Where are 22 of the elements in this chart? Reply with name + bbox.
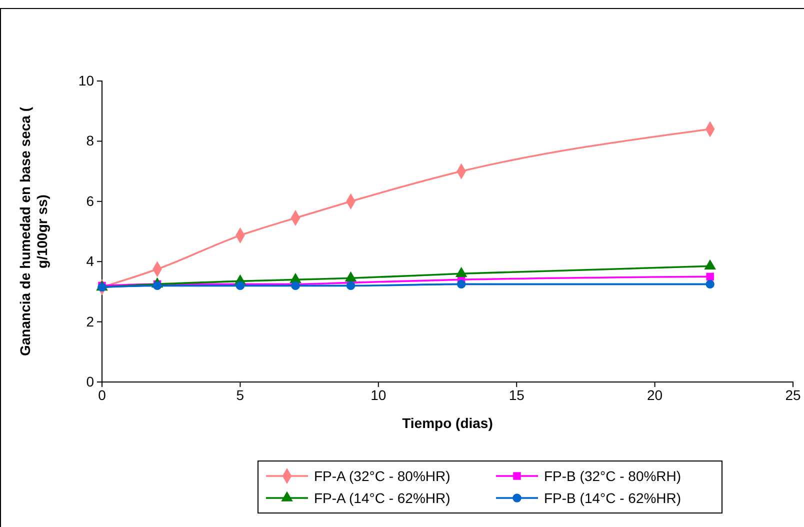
y-tick-label: 2	[86, 313, 94, 330]
point	[346, 281, 356, 290]
point	[706, 280, 714, 289]
point	[456, 280, 466, 289]
legend-label: FP-A (32°C - 80%HR)	[314, 468, 450, 484]
x-tick-label: 15	[508, 386, 525, 403]
y-tick-label: 4	[86, 253, 94, 270]
x-tick-label: 10	[370, 386, 386, 403]
legend-label: FP-B (32°C - 80%RH)	[544, 468, 682, 484]
x-axis-title: Tiempo (dias)	[402, 415, 493, 431]
legend-label: FP-B (14°C - 62%HR)	[544, 490, 682, 506]
point	[706, 272, 714, 281]
y-tick-label: 0	[86, 373, 94, 390]
y-tick-label: 10	[78, 72, 94, 88]
x-tick-label: 5	[236, 386, 244, 403]
y-tick-label: 6	[86, 192, 94, 209]
x-tick-label: 0	[98, 386, 106, 403]
x-tick-label: 25	[785, 386, 801, 403]
y-axis-title: Ganancia de humedad en base seca ( g/100gr ss)	[17, 106, 50, 356]
x-tick-label: 20	[647, 386, 663, 403]
y-tick-label: 8	[86, 132, 94, 149]
legend-label: FP-A (14°C - 62%HR)	[314, 490, 450, 506]
